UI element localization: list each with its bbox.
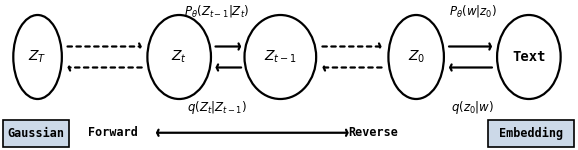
Text: Embedding: Embedding xyxy=(499,127,563,140)
Ellipse shape xyxy=(13,15,62,99)
Text: $Z_t$: $Z_t$ xyxy=(171,49,187,65)
Text: $q(Z_t|Z_{t-1})$: $q(Z_t|Z_{t-1})$ xyxy=(187,99,247,116)
FancyBboxPatch shape xyxy=(3,120,69,147)
Text: $P_\theta(Z_{t-1}|Z_t)$: $P_\theta(Z_{t-1}|Z_t)$ xyxy=(184,3,249,19)
Text: $P_\theta(w|z_0)$: $P_\theta(w|z_0)$ xyxy=(449,3,497,19)
Text: Text: Text xyxy=(512,50,546,64)
FancyBboxPatch shape xyxy=(488,120,574,147)
Text: $Z_T$: $Z_T$ xyxy=(28,49,47,65)
Ellipse shape xyxy=(388,15,444,99)
Text: Gaussian: Gaussian xyxy=(8,127,65,140)
Ellipse shape xyxy=(497,15,561,99)
Text: Forward: Forward xyxy=(88,126,138,139)
Text: $Z_0$: $Z_0$ xyxy=(407,49,425,65)
Text: Reverse: Reverse xyxy=(348,126,398,139)
Ellipse shape xyxy=(147,15,211,99)
Text: $q(z_0|w)$: $q(z_0|w)$ xyxy=(451,99,494,116)
Text: $Z_{t-1}$: $Z_{t-1}$ xyxy=(264,49,297,65)
Ellipse shape xyxy=(244,15,316,99)
